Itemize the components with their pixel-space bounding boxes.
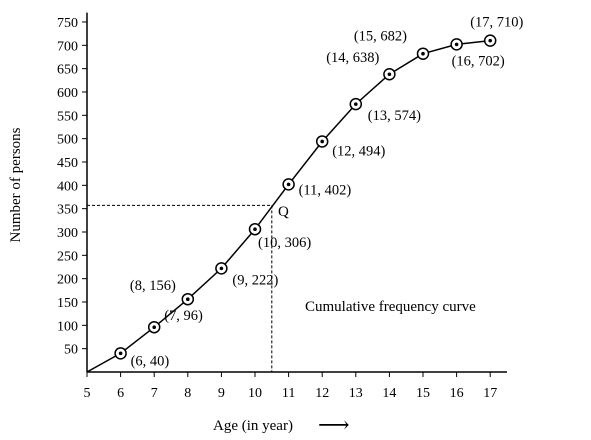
x-tick-label: 17 [483, 386, 497, 401]
x-tick-label: 7 [151, 386, 158, 401]
y-tick-label: 100 [57, 319, 78, 334]
data-point-dot [421, 51, 425, 56]
y-tick-label: 300 [57, 226, 78, 241]
x-tick-label: 14 [382, 386, 396, 401]
y-tick-label: 150 [57, 296, 78, 311]
x-arrow-icon: ⟶ [318, 412, 350, 437]
data-point-dot [320, 139, 325, 144]
data-point-label: (8, 156) [130, 278, 176, 294]
y-tick-label: 200 [57, 273, 78, 288]
data-point-label: (17, 710) [470, 15, 523, 31]
x-tick-label: 13 [349, 386, 363, 401]
data-point-dot [253, 227, 257, 231]
data-point-dot [118, 351, 123, 356]
point-labels: (6, 40) (7, 96) (8, 156) (9, 222) (10, 306) (… [130, 15, 524, 370]
x-axis-title: Age (in year) [213, 418, 293, 434]
data-point-label: (11, 402) [299, 182, 352, 198]
q-reference-lines [87, 204, 273, 372]
x-tick-label: 8 [184, 386, 191, 401]
y-tick-label: 350 [57, 203, 78, 218]
x-tick-label: 6 [117, 386, 124, 401]
x-tick-label: 16 [450, 386, 464, 401]
data-points [114, 34, 497, 360]
y-tick-label: 450 [57, 156, 78, 171]
y-tick-label: 400 [57, 179, 78, 194]
axes: 50 100 150 200 250 300 350 400 450 500 550 600 650 70… [57, 12, 507, 401]
data-point-label: (15, 682) [354, 29, 407, 45]
y-tick-label: 600 [57, 86, 78, 101]
y-tick-label: 550 [57, 109, 78, 124]
data-point-label: (16, 702) [452, 53, 505, 69]
data-point-label: (13, 574) [368, 108, 421, 124]
data-point-dot [387, 72, 392, 77]
x-tick-label: 15 [416, 386, 430, 401]
q-label: Q [278, 204, 289, 220]
y-tick-label: 650 [57, 63, 78, 78]
y-axis-title: Number of persons [8, 127, 24, 242]
curve-label: Cumulative frequency curve [305, 299, 476, 315]
data-point-label: (12, 494) [332, 143, 385, 159]
y-tick-label: 750 [57, 16, 78, 31]
data-point-dot [186, 297, 190, 301]
x-tick-label: 11 [282, 386, 295, 401]
data-point-label: (10, 306) [258, 235, 311, 251]
y-tick-label: 700 [57, 39, 78, 54]
data-point-dot [219, 266, 224, 271]
data-point-dot [454, 42, 459, 47]
data-point-dot [286, 182, 291, 187]
data-point-dot [488, 38, 493, 43]
y-tick-label: 500 [57, 133, 78, 148]
x-tick-label: 9 [218, 386, 225, 401]
x-tick-label: 5 [84, 386, 91, 401]
data-point-label: (7, 96) [164, 308, 203, 324]
data-point-label: (14, 638) [326, 50, 379, 66]
y-tick-label: 250 [57, 249, 78, 264]
x-tick-label: 10 [248, 386, 262, 401]
x-tick-label: 12 [315, 386, 329, 401]
data-point-dot [354, 102, 358, 106]
data-point-dot [152, 325, 156, 329]
y-tick-label: 50 [64, 343, 78, 358]
data-point-label: (9, 222) [232, 272, 278, 288]
data-point-label: (6, 40) [131, 353, 170, 369]
